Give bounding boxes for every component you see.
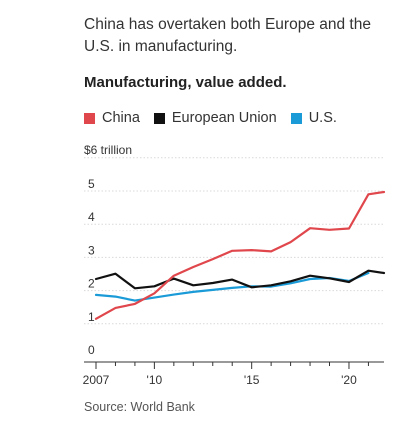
legend-swatch-eu [153, 112, 165, 124]
y-tick-label: 1 [88, 310, 95, 324]
headline: China has overtaken both Europe and the … [84, 16, 371, 55]
y-tick-labels: 0 1 2 3 4 5 [88, 177, 95, 357]
legend-label-eu: European Union [171, 110, 277, 126]
legend: China European Union U.S. [84, 108, 351, 128]
y-tick-label: 2 [88, 277, 95, 291]
grid-lines [84, 157, 384, 325]
chart-title: Manufacturing, value added. [84, 74, 287, 91]
y-unit-label: $6 trillion [84, 143, 132, 157]
x-tick-label: '20 [341, 373, 357, 387]
legend-label-china: China [102, 110, 140, 126]
legend-swatch-china [84, 112, 95, 124]
legend-swatch-us [290, 112, 302, 124]
legend-item-us: U.S. [290, 110, 337, 126]
y-tick-label: 3 [88, 243, 95, 257]
y-tick-label: 4 [88, 210, 95, 224]
series-line-eu [94, 269, 386, 290]
x-axis: 2007 '10 '15 '20 [83, 361, 384, 387]
x-tick-label: '10 [147, 373, 163, 387]
legend-item-eu: European Union [153, 110, 277, 126]
legend-item-china: China [84, 110, 140, 126]
y-tick-label: 5 [88, 177, 95, 191]
x-tick-label: '15 [244, 373, 260, 387]
y-tick-label: 0 [88, 343, 95, 357]
x-tick-label: 2007 [83, 373, 110, 387]
series-line-china [94, 190, 386, 320]
legend-label-us: U.S. [308, 110, 337, 126]
series-lines [94, 190, 386, 320]
source-note: Source: World Bank [84, 400, 195, 414]
